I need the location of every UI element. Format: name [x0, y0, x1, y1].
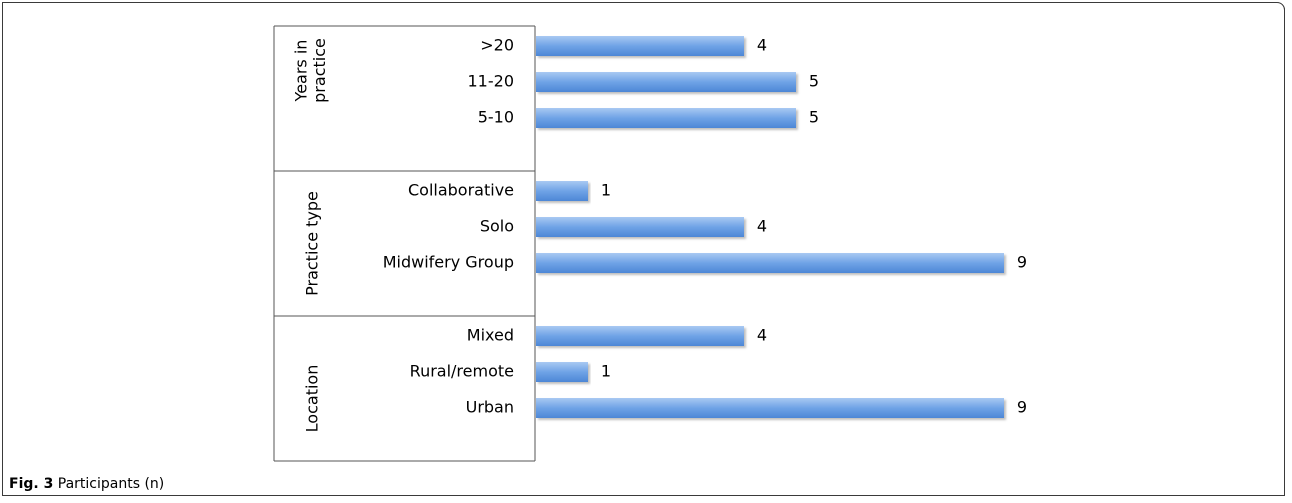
bar	[536, 36, 744, 56]
bar	[536, 253, 1004, 273]
figure-frame	[2, 2, 1285, 496]
bar	[536, 326, 744, 346]
group-label: Practice type	[303, 191, 322, 296]
category-label: Urban	[466, 398, 514, 417]
group-label-line: Years in	[292, 40, 311, 103]
bar	[536, 72, 796, 92]
value-label: 1	[601, 362, 611, 381]
value-label: 4	[757, 326, 767, 345]
bar	[536, 398, 1004, 418]
value-label: 9	[1017, 398, 1027, 417]
category-label: Mixed	[467, 326, 514, 345]
figure-caption: Fig. 3 Participants (n)	[9, 476, 164, 492]
group-label: Years inpractice	[292, 38, 329, 103]
chart-plot-area: Years inpractice >20 4 11-20 5 5-10 5 Practice …	[273, 25, 1027, 462]
category-label: Midwifery Group	[383, 253, 514, 272]
figure-caption-label: Fig. 3	[9, 476, 54, 492]
value-label: 4	[757, 36, 767, 55]
value-label: 5	[809, 108, 819, 127]
value-label: 9	[1017, 253, 1027, 272]
category-label: 11-20	[468, 72, 515, 91]
value-label: 4	[757, 217, 767, 236]
value-label: 1	[601, 181, 611, 200]
value-label: 5	[809, 72, 819, 91]
category-label: 5-10	[478, 108, 514, 127]
category-label: Rural/remote	[410, 362, 514, 381]
bar-chart: Years inpractice >20 4 11-20 5 5-10 5 Practice …	[273, 25, 1027, 462]
bar	[536, 108, 796, 128]
bar	[536, 217, 744, 237]
category-label: Solo	[480, 217, 514, 236]
group-label-line: practice	[310, 38, 329, 103]
figure-caption-text: Participants (n)	[57, 476, 165, 492]
category-label: Collaborative	[408, 181, 514, 200]
group-label: Location	[303, 365, 322, 433]
bar	[536, 181, 588, 201]
bar	[536, 362, 588, 382]
category-label: >20	[480, 36, 514, 55]
